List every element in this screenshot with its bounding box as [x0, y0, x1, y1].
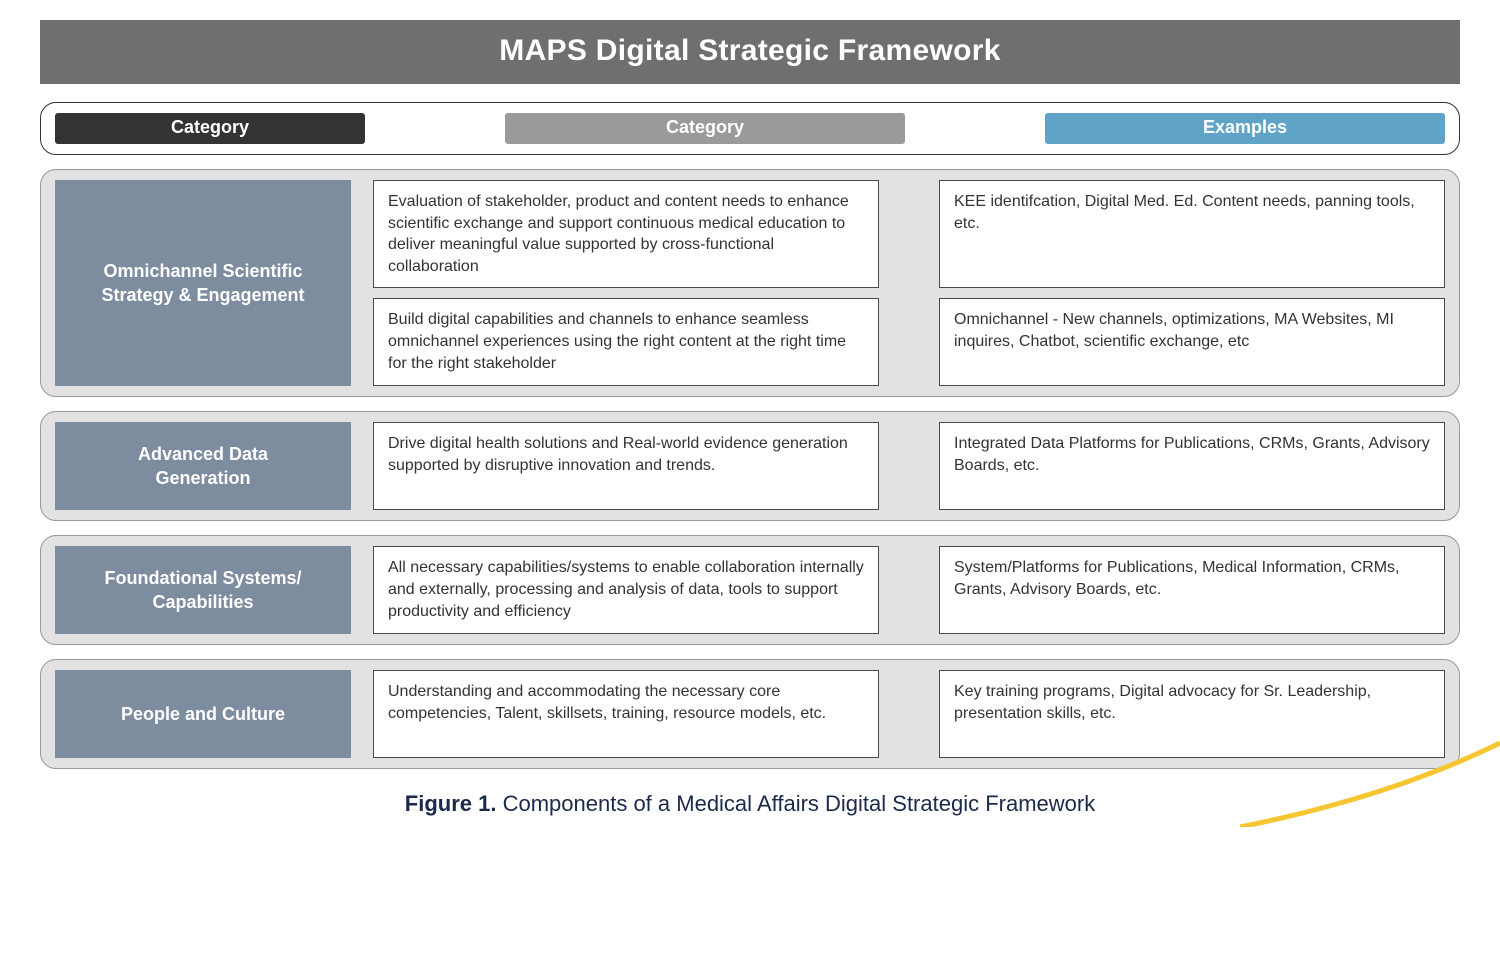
description-box: All necessary capabilities/systems to en…: [373, 546, 879, 634]
category-cell: Advanced Data Generation: [55, 422, 351, 510]
table-row: All necessary capabilities/systems to en…: [373, 546, 1445, 634]
description-box: Evaluation of stakeholder, product and c…: [373, 180, 879, 288]
header-label: Examples: [1203, 117, 1287, 137]
table-row: Understanding and accommodating the nece…: [373, 670, 1445, 758]
examples-box: Integrated Data Platforms for Publicatio…: [939, 422, 1445, 510]
header-label: Category: [666, 117, 744, 137]
examples-box: Key training programs, Digital advocacy …: [939, 670, 1445, 758]
description-box: Drive digital health solutions and Real-…: [373, 422, 879, 510]
header-pill-category-1: Category: [55, 113, 365, 144]
sections-host: Omnichannel Scientific Strategy & Engage…: [40, 169, 1460, 769]
section-rows: All necessary capabilities/systems to en…: [351, 536, 1459, 644]
figure-caption-text: Components of a Medical Affairs Digital …: [503, 791, 1096, 816]
examples-box: Omnichannel - New channels, optimization…: [939, 298, 1445, 386]
section-rows: Understanding and accommodating the nece…: [351, 660, 1459, 768]
description-box: Build digital capabilities and channels …: [373, 298, 879, 386]
description-box: Understanding and accommodating the nece…: [373, 670, 879, 758]
framework-section: Omnichannel Scientific Strategy & Engage…: [40, 169, 1460, 397]
figure-label: Figure 1.: [405, 791, 497, 816]
table-row: Build digital capabilities and channels …: [373, 298, 1445, 386]
examples-box: KEE identifcation, Digital Med. Ed. Cont…: [939, 180, 1445, 288]
section-rows: Evaluation of stakeholder, product and c…: [351, 170, 1459, 396]
framework-section: Foundational Systems/ CapabilitiesAll ne…: [40, 535, 1460, 645]
header-pill-category-2: Category: [505, 113, 905, 144]
title-bar: MAPS Digital Strategic Framework: [40, 20, 1460, 84]
category-cell: Omnichannel Scientific Strategy & Engage…: [55, 180, 351, 386]
category-cell: People and Culture: [55, 670, 351, 758]
figure-caption: Figure 1. Components of a Medical Affair…: [40, 791, 1460, 817]
header-pill-examples: Examples: [1045, 113, 1445, 144]
column-header-row: Category Category Examples: [40, 102, 1460, 155]
category-cell: Foundational Systems/ Capabilities: [55, 546, 351, 634]
section-rows: Drive digital health solutions and Real-…: [351, 412, 1459, 520]
framework-section: People and CultureUnderstanding and acco…: [40, 659, 1460, 769]
header-label: Category: [171, 117, 249, 137]
title-text: MAPS Digital Strategic Framework: [499, 34, 1000, 67]
figure-container: MAPS Digital Strategic Framework Categor…: [0, 0, 1500, 827]
framework-section: Advanced Data GenerationDrive digital he…: [40, 411, 1460, 521]
table-row: Drive digital health solutions and Real-…: [373, 422, 1445, 510]
table-row: Evaluation of stakeholder, product and c…: [373, 180, 1445, 288]
examples-box: System/Platforms for Publications, Medic…: [939, 546, 1445, 634]
